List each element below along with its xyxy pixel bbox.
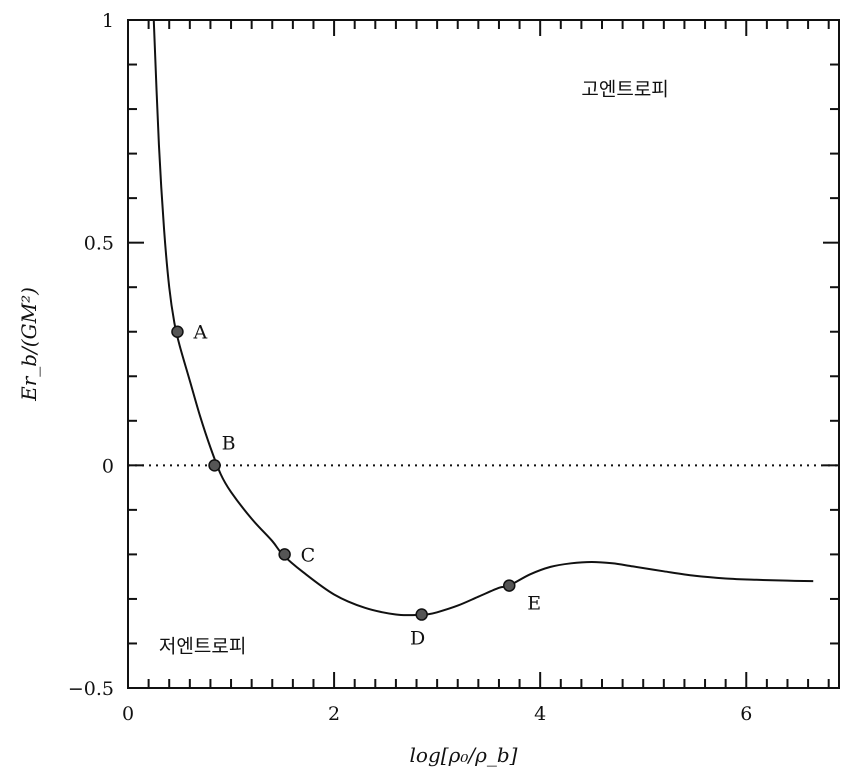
plot-frame <box>127 19 840 689</box>
point-label-d: D <box>410 628 425 650</box>
x-tick-label: 0 <box>122 703 134 725</box>
point-d <box>415 608 428 621</box>
y-tick-label: 1 <box>102 10 114 32</box>
point-a <box>171 325 184 338</box>
y-ticks <box>128 19 839 689</box>
point-e <box>503 579 516 592</box>
x-tick-label: 4 <box>534 703 546 725</box>
high-entropy-label: 고엔트로피 <box>581 79 668 101</box>
x-tick-label: 2 <box>328 703 340 725</box>
point-label-a: A <box>192 322 207 344</box>
point-b <box>208 459 221 472</box>
x-tick-labels: 0 2 4 6 <box>122 703 752 725</box>
marked-points: A B C D E <box>171 322 541 650</box>
x-axis-label: log[ρ₀/ρ_b] <box>410 743 518 767</box>
x-tick-label: 6 <box>740 703 752 725</box>
y-tick-label: 0.5 <box>84 233 114 255</box>
point-c <box>278 548 291 561</box>
y-tick-labels: −0.5 0 0.5 1 <box>68 10 114 700</box>
point-label-c: C <box>301 544 316 566</box>
point-label-e: E <box>527 593 541 615</box>
x-ticks <box>147 20 830 688</box>
y-tick-label: −0.5 <box>68 678 114 700</box>
low-entropy-label: 저엔트로피 <box>159 635 246 657</box>
energy-curve <box>152 19 814 617</box>
y-axis-label: Er_b/(GM²) <box>17 287 41 402</box>
y-tick-label: 0 <box>102 455 114 477</box>
point-label-b: B <box>222 432 236 454</box>
